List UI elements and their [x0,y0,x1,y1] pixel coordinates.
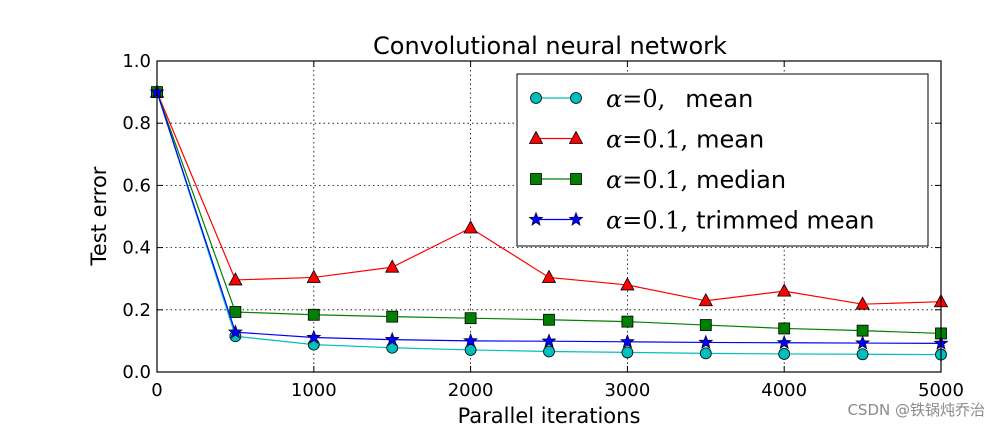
x-tick-label: 0 [151,380,162,401]
data-point [229,306,242,318]
data-point [541,269,557,283]
data-point [619,333,635,349]
data-point [620,277,635,291]
legend-value: =0, [622,85,665,113]
y-tick-label: 1.0 [122,51,151,72]
legend-label: α=0, mean [606,85,753,113]
data-point [543,345,555,358]
legend-item: α=0.1, trimmed mean [528,207,875,235]
data-point [778,348,791,360]
data-point [385,259,400,273]
legend-method: trimmed mean [696,207,874,235]
y-tick-label: 0.4 [122,238,151,259]
data-point [306,329,322,344]
legend-value: =0.1, [622,126,688,154]
data-point [856,348,869,361]
legend-item: α=0.1, median [530,166,786,194]
legend-value: =0.1, [622,166,688,194]
watermark: CSDN @铁锅炖乔治 [847,401,985,419]
x-tick-label: 3000 [604,380,650,401]
y-tick-label: 0.6 [122,175,151,196]
legend-method: mean [696,126,764,154]
data-point [541,333,557,348]
legend-symbol: α [606,85,622,113]
y-axis-label: Test error [87,166,111,266]
legend-marker [568,130,584,144]
legend-box [516,73,929,247]
x-tick-label: 4000 [761,380,807,401]
legend-label: α=0.1, mean [606,126,764,154]
data-point [855,335,871,350]
x-tick-label: 1000 [291,380,337,401]
legend-marker [530,173,542,185]
y-tick-label: 0.8 [122,113,151,134]
data-point [698,334,714,349]
data-point [777,283,792,297]
legend-method: mean [685,85,753,113]
legend-marker [530,92,542,104]
data-point [778,322,791,335]
data-point [621,315,634,328]
data-point [698,292,713,307]
legend-symbol: α [606,166,622,194]
legend-marker [570,173,582,185]
legend-marker [528,130,544,144]
legend-method: median [696,166,786,194]
data-point [855,296,870,310]
data-point [543,313,555,326]
data-point [699,319,712,331]
data-point [464,344,477,356]
data-point [776,334,792,350]
data-point [306,269,321,283]
legend-item: α=0.1, mean [528,126,764,154]
legend-marker [568,211,584,226]
legend-marker [528,211,544,226]
legend-value: =0.1, [622,207,688,235]
legend-symbol: α [606,207,622,235]
legend-item: α=0, mean [530,85,753,113]
x-axis-label: Parallel iterations [458,404,641,428]
data-point [464,312,477,325]
x-tick-label: 5000 [918,380,964,401]
legend-marker [570,92,582,104]
data-point [856,324,869,337]
axis-ticks: 0 1000 2000 3000 4000 5000 0.0 0.2 0.4 0.6 0.8 1.0 [122,51,964,401]
data-point [384,331,400,346]
legend-label: α=0.1, median [606,166,786,194]
plot-frame [156,60,942,373]
data-point [228,272,243,286]
y-tick-label: 0.2 [122,300,151,321]
data-point [463,333,479,348]
y-tick-label: 0.0 [122,362,151,383]
data-point [227,324,243,339]
data-point [699,347,712,360]
legend-label: α=0.1, trimmed mean [606,207,875,235]
x-tick-label: 2000 [448,380,494,401]
data-point [463,220,478,234]
legend-symbol: α [606,126,622,154]
data-point [307,308,320,321]
data-point [621,346,634,359]
data-point [386,310,399,323]
chart-title: Convolutional neural network [373,32,727,60]
